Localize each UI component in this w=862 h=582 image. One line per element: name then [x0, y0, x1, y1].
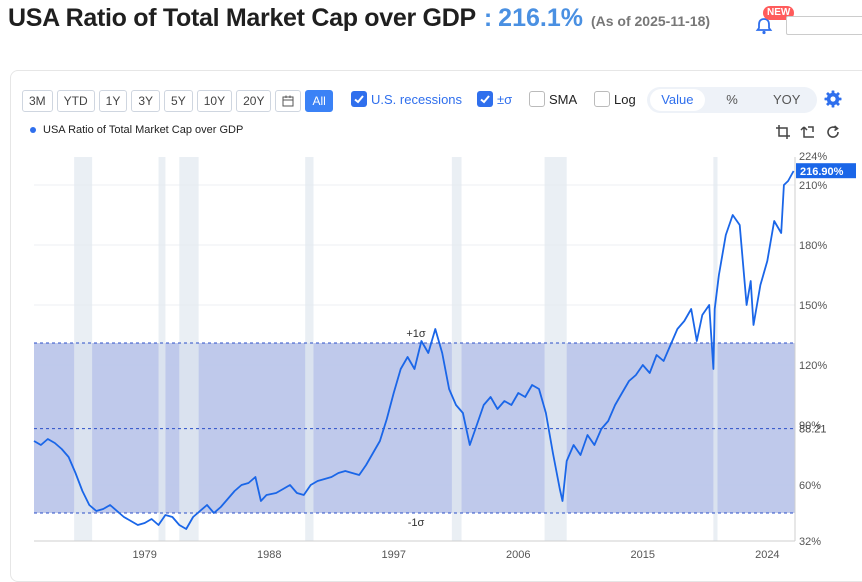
series-line[interactable] [33, 170, 795, 530]
log-label: Log [614, 91, 636, 107]
x-tick-label: 1988 [257, 549, 281, 561]
sigma-checkbox[interactable]: ±σ [477, 91, 512, 107]
y-tick-label: 210% [799, 180, 827, 192]
sma-checkbox[interactable]: SMA [529, 91, 577, 107]
x-tick-label: 2015 [631, 549, 655, 561]
range-5y-button[interactable]: 5Y [164, 90, 193, 112]
y-tick-label: 120% [799, 360, 827, 372]
page-title: USA Ratio of Total Market Cap over GDP [8, 4, 476, 32]
bell-icon[interactable] [754, 16, 774, 36]
y-tick-label: 90% [799, 420, 821, 432]
zoom-reset-icon[interactable] [800, 124, 816, 140]
sma-label: SMA [549, 91, 578, 107]
check-icon [477, 91, 493, 107]
view-percent-tab[interactable]: % [726, 92, 738, 107]
range-3m-button[interactable]: 3M [22, 90, 53, 112]
page-title-row: USA Ratio of Total Market Cap over GDP :… [8, 4, 710, 40]
search-input[interactable] [786, 16, 862, 35]
recession-bar [158, 157, 166, 541]
y-tick-label: 224% [799, 151, 827, 163]
legend-label: USA Ratio of Total Market Cap over GDP [43, 124, 244, 136]
y-tick-label: 180% [799, 240, 827, 252]
y-tick-label: 32% [799, 536, 821, 548]
check-icon [351, 91, 367, 107]
range-toolbar: 3M YTD 1Y 3Y 5Y 10Y 20Y All [22, 89, 337, 113]
last-value-label: 216.90% [800, 166, 844, 178]
recession-bar [179, 157, 199, 541]
recessions-label: U.S. recessions [371, 91, 463, 107]
x-tick-label: 2024 [755, 549, 779, 561]
legend[interactable]: USA Ratio of Total Market Cap over GDP [30, 124, 243, 136]
range-3y-button[interactable]: 3Y [131, 90, 161, 112]
checkbox-empty-icon [529, 91, 545, 107]
last-value-tag [796, 163, 856, 179]
recessions-checkbox[interactable]: U.S. recessions [351, 91, 462, 107]
crop-icon[interactable] [775, 124, 791, 140]
calendar-button[interactable] [275, 90, 302, 112]
range-20y-button[interactable]: 20Y [236, 90, 272, 112]
checkbox-empty-icon [594, 91, 610, 107]
gear-icon[interactable] [823, 89, 843, 109]
current-value: 216.1% [498, 4, 583, 32]
calendar-icon [282, 95, 294, 107]
plus-sigma-label: +1σ [406, 328, 426, 340]
range-all-button[interactable]: All [305, 90, 333, 112]
recession-bar [544, 157, 567, 541]
minus-sigma-label: -1σ [408, 517, 425, 529]
x-tick-label: 1997 [382, 549, 406, 561]
x-tick-label: 1979 [132, 549, 156, 561]
mean-value-label: 88.21 [799, 424, 827, 436]
view-yoy-tab[interactable]: YOY [772, 92, 801, 107]
legend-dot [30, 127, 36, 133]
recession-bar [451, 157, 462, 541]
as-of-date: (As of 2025-11-18) [590, 13, 711, 29]
view-value-tab[interactable]: Value [650, 89, 705, 111]
recession-bar [713, 157, 718, 541]
range-10y-button[interactable]: 10Y [196, 90, 233, 112]
y-tick-label: 60% [799, 480, 821, 492]
x-tick-label: 2006 [506, 549, 530, 561]
refresh-icon[interactable] [825, 124, 841, 140]
title-separator: : [483, 4, 493, 32]
recession-bar [74, 157, 93, 541]
view-mode-toggle: Value % YOY [647, 87, 817, 113]
range-ytd-button[interactable]: YTD [56, 90, 95, 112]
range-1y-button[interactable]: 1Y [98, 90, 128, 112]
recession-bar [305, 157, 314, 541]
sigma-label: ±σ [497, 91, 513, 107]
log-checkbox[interactable]: Log [594, 91, 636, 107]
y-tick-label: 150% [799, 300, 827, 312]
